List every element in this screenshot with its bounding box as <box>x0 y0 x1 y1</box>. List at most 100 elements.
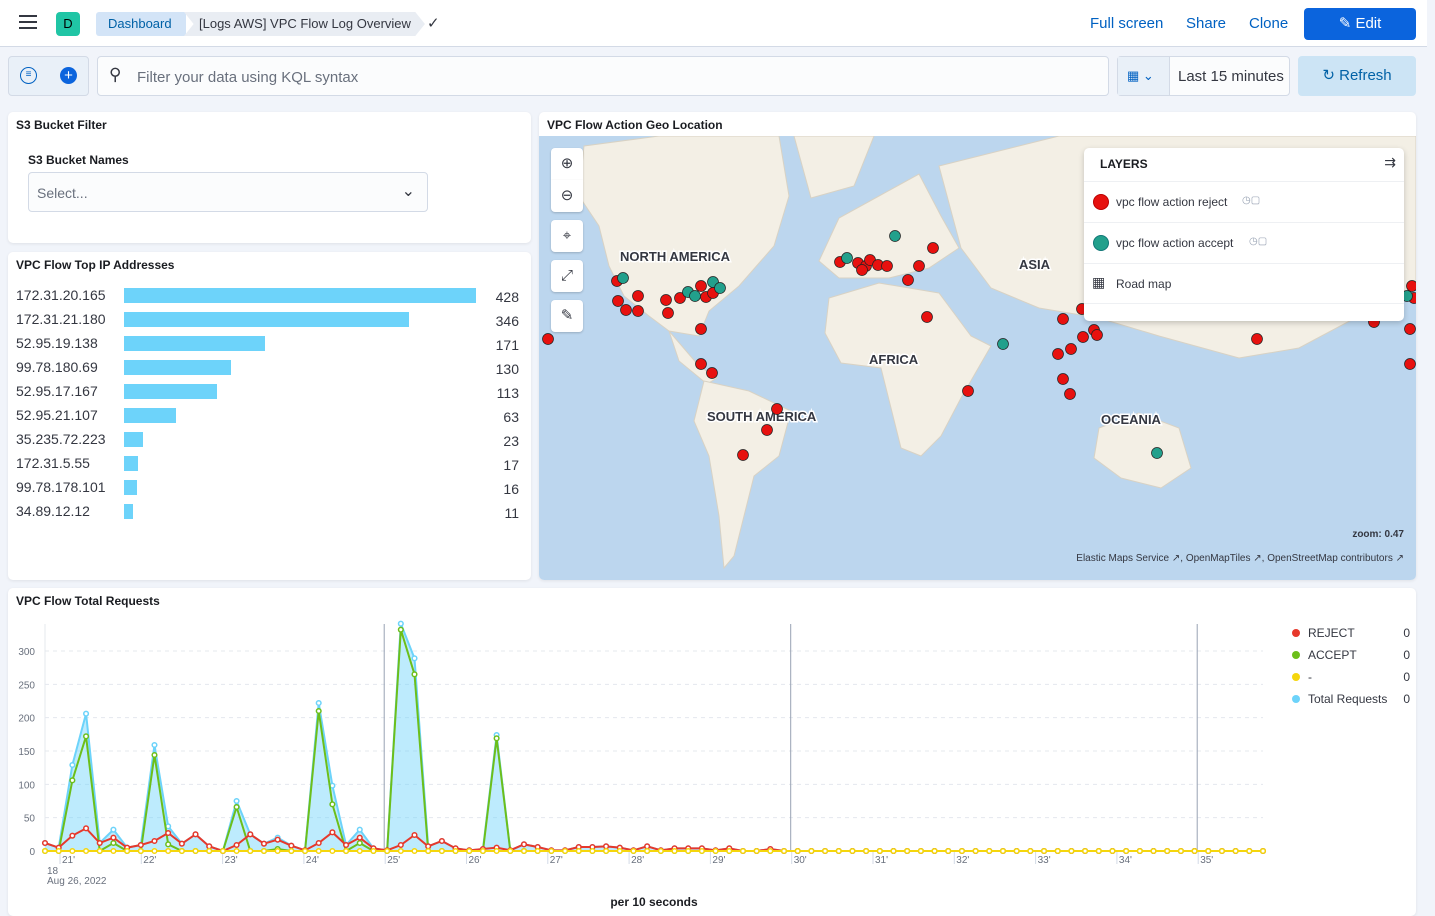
legend-item[interactable]: -0 <box>1292 669 1410 685</box>
zoom-out-button[interactable]: ⊖ <box>551 180 583 212</box>
reject-point[interactable] <box>771 403 783 415</box>
reject-point[interactable] <box>706 367 718 379</box>
reject-point[interactable] <box>674 292 686 304</box>
ip-bar[interactable] <box>124 360 231 375</box>
breadcrumb-dashboard[interactable]: Dashboard <box>96 12 186 36</box>
reject-point[interactable] <box>921 311 933 323</box>
attribution-osm[interactable]: OpenStreetMap contributors <box>1267 553 1393 564</box>
ip-row[interactable]: 52.95.17.167 113 <box>16 381 526 405</box>
reject-point[interactable] <box>632 305 644 317</box>
legend-item[interactable]: Total Requests 0 <box>1292 691 1410 707</box>
reject-point[interactable] <box>1057 313 1069 325</box>
check-icon[interactable]: ✓ <box>427 15 440 32</box>
reject-point[interactable] <box>695 358 707 370</box>
ip-row[interactable]: 172.31.5.55 17 <box>16 453 526 477</box>
reject-point[interactable] <box>761 424 773 436</box>
ip-row[interactable]: 99.78.180.69 130 <box>16 357 526 381</box>
accept-point[interactable] <box>997 338 1009 350</box>
ip-label: 172.31.5.55 <box>16 455 90 471</box>
reject-point[interactable] <box>737 449 749 461</box>
ip-label: 35.235.72.223 <box>16 431 106 447</box>
reject-point[interactable] <box>695 280 707 292</box>
layer-reject[interactable]: vpc flow action reject ◷▢ <box>1084 181 1404 222</box>
fullscreen-map-button[interactable]: ⤢ <box>551 260 583 292</box>
attribution-ems[interactable]: Elastic Maps Service <box>1076 553 1170 564</box>
accept-point[interactable] <box>889 230 901 242</box>
reject-point[interactable] <box>1091 329 1103 341</box>
reject-point[interactable] <box>913 260 925 272</box>
ip-bar[interactable] <box>124 408 176 423</box>
ip-row[interactable]: 52.95.19.138 171 <box>16 333 526 357</box>
ip-row[interactable]: 52.95.21.107 63 <box>16 405 526 429</box>
edit-button[interactable]: ✎ Edit <box>1304 8 1416 40</box>
add-filter-icon[interactable]: + <box>60 67 77 84</box>
ip-bar[interactable] <box>124 432 143 447</box>
accept-point[interactable] <box>617 272 629 284</box>
ip-row[interactable]: 172.31.20.165 428 <box>16 285 526 309</box>
ip-bar[interactable] <box>124 336 265 351</box>
ip-bar[interactable] <box>124 288 476 303</box>
reject-point[interactable] <box>1406 280 1417 292</box>
reject-point[interactable] <box>881 260 893 272</box>
legend-item[interactable]: REJECT 0 <box>1292 625 1410 641</box>
refresh-button[interactable]: ↻ Refresh <box>1298 56 1416 96</box>
share-button[interactable]: Share <box>1186 15 1227 32</box>
ip-count: 23 <box>503 433 519 449</box>
reject-point[interactable] <box>1052 348 1064 360</box>
space-avatar[interactable]: D <box>56 12 80 36</box>
menu-icon[interactable] <box>19 15 37 29</box>
ip-bar[interactable] <box>124 312 409 327</box>
reject-point[interactable] <box>1251 333 1263 345</box>
reject-point[interactable] <box>1065 343 1077 355</box>
ip-count: 171 <box>495 337 519 353</box>
ip-row[interactable]: 99.78.178.101 16 <box>16 477 526 501</box>
north-america-land <box>578 136 790 337</box>
accept-point[interactable] <box>714 282 726 294</box>
breadcrumb-current: [Logs AWS] VPC Flow Log Overview <box>184 12 425 36</box>
kql-search-input[interactable]: ⚲ Filter your data using KQL syntax <box>97 56 1109 96</box>
reject-point[interactable] <box>1064 388 1076 400</box>
zoom-in-button[interactable]: ⊕ <box>551 148 583 180</box>
reject-point[interactable] <box>902 274 914 286</box>
reject-point[interactable] <box>662 307 674 319</box>
accept-point[interactable] <box>689 290 701 302</box>
reject-point[interactable] <box>1404 358 1416 370</box>
reject-point[interactable] <box>856 264 868 276</box>
s3-bucket-select[interactable]: Select... ⌄ <box>28 172 428 212</box>
collapse-layers-icon[interactable]: ⇉ <box>1384 154 1396 170</box>
reject-point[interactable] <box>962 385 974 397</box>
reject-point[interactable] <box>1404 323 1416 335</box>
reject-point[interactable] <box>632 290 644 302</box>
calendar-icon[interactable]: ▦ ⌄ <box>1118 57 1170 95</box>
locate-button[interactable]: ⌖ <box>551 220 583 252</box>
accept-point[interactable] <box>1151 447 1163 459</box>
reject-point[interactable] <box>542 333 554 345</box>
ip-bar[interactable] <box>124 504 134 519</box>
reject-point[interactable] <box>620 304 632 316</box>
time-picker[interactable]: ▦ ⌄ Last 15 minutes <box>1117 56 1290 96</box>
reject-point[interactable] <box>1057 373 1069 385</box>
ip-bar[interactable] <box>124 480 138 495</box>
attribution-omt[interactable]: OpenMapTiles <box>1185 553 1251 564</box>
reject-point[interactable] <box>1077 331 1089 343</box>
reject-point[interactable] <box>695 323 707 335</box>
tools-button[interactable]: ✎ <box>551 300 583 332</box>
ip-row[interactable]: 34.89.12.12 11 <box>16 501 526 525</box>
ip-bar[interactable] <box>124 384 217 399</box>
accept-point[interactable] <box>841 252 853 264</box>
reject-point[interactable] <box>660 294 672 306</box>
ip-row[interactable]: 172.31.21.180 346 <box>16 309 526 333</box>
full-screen-button[interactable]: Full screen <box>1090 15 1164 32</box>
clone-button[interactable]: Clone <box>1249 15 1289 32</box>
layer-accept[interactable]: vpc flow action accept ◷▢ <box>1084 222 1404 263</box>
time-range-label[interactable]: Last 15 minutes <box>1178 68 1284 85</box>
layer-road-map[interactable]: ▦ Road map <box>1084 263 1404 304</box>
legend-item[interactable]: ACCEPT 0 <box>1292 647 1410 663</box>
reject-point[interactable] <box>927 242 939 254</box>
clock-icon: ◷▢ <box>1249 236 1268 247</box>
ip-row[interactable]: 35.235.72.223 23 <box>16 429 526 453</box>
ip-bar[interactable] <box>124 456 138 471</box>
label-oceania: OCEANIA <box>1101 412 1162 427</box>
reject-point[interactable] <box>612 295 624 307</box>
filter-menu-icon[interactable]: ≡ <box>20 67 37 84</box>
